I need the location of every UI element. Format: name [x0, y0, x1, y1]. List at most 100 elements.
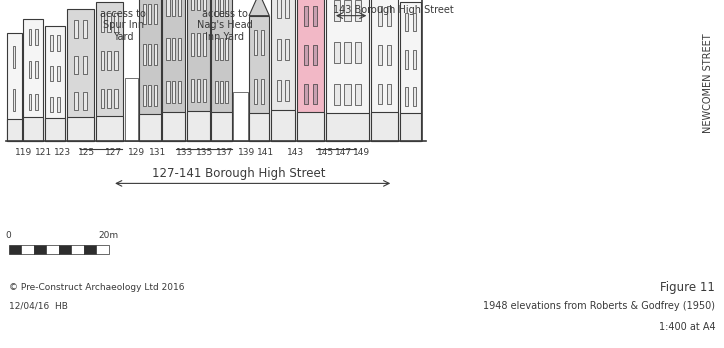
Bar [59, 245, 71, 254]
Bar [203, 0, 206, 10]
Bar [304, 85, 308, 104]
Bar [355, 84, 361, 105]
Bar [114, 13, 118, 32]
Bar [285, 80, 289, 101]
Bar [413, 13, 416, 31]
Bar [197, 79, 200, 102]
Bar [178, 81, 181, 103]
Bar [153, 85, 157, 106]
Text: NEWCOMEN STREET: NEWCOMEN STREET [703, 34, 713, 133]
Text: 135: 135 [195, 148, 213, 157]
Bar [35, 94, 38, 110]
Bar [304, 7, 308, 26]
Text: 119: 119 [14, 148, 32, 157]
Text: 141: 141 [257, 148, 274, 157]
Bar [215, 38, 218, 60]
Bar [191, 33, 194, 56]
Bar [326, 0, 369, 141]
Bar [225, 38, 228, 60]
Text: 129: 129 [127, 148, 145, 157]
Bar [83, 19, 87, 38]
Bar [413, 50, 416, 69]
Text: 1948 elevations from Roberts & Godfrey (1950): 1948 elevations from Roberts & Godfrey (… [484, 301, 715, 311]
Text: access to
Nag's Head
Inn Yard: access to Nag's Head Inn Yard [196, 9, 253, 42]
Text: 125: 125 [78, 148, 96, 157]
Bar [125, 78, 138, 141]
Text: 133: 133 [176, 148, 193, 157]
Bar [191, 79, 194, 102]
Bar [220, 38, 223, 60]
Bar [211, 0, 232, 141]
Bar [197, 33, 200, 56]
Bar [167, 81, 169, 103]
Bar [271, 0, 295, 141]
Bar [277, 0, 281, 18]
Bar [191, 0, 194, 10]
Text: 131: 131 [149, 148, 167, 157]
Bar [197, 0, 200, 10]
Bar [83, 245, 96, 254]
Bar [187, 0, 210, 141]
Bar [83, 56, 87, 74]
Bar [45, 118, 65, 141]
Bar [413, 87, 416, 106]
Bar [67, 117, 94, 141]
Bar [271, 110, 295, 141]
Bar [249, 16, 269, 141]
Bar [220, 0, 223, 16]
Bar [7, 119, 22, 141]
Bar [50, 96, 53, 112]
Text: 12/04/16  HB: 12/04/16 HB [9, 302, 67, 311]
Bar [387, 46, 391, 65]
Bar [277, 80, 281, 101]
Bar [14, 89, 15, 111]
Bar [57, 96, 60, 112]
Bar [7, 33, 22, 141]
Bar [172, 81, 175, 103]
Text: access to
Spur Inn
Yard: access to Spur Inn Yard [100, 9, 146, 42]
Bar [261, 79, 264, 104]
Bar [225, 81, 228, 103]
Bar [101, 51, 104, 70]
Bar [28, 29, 31, 45]
Bar [114, 51, 118, 70]
Bar [285, 0, 289, 18]
Bar [67, 9, 94, 141]
Bar [355, 0, 361, 21]
Bar [297, 112, 324, 141]
Bar [345, 84, 350, 105]
Bar [178, 0, 181, 16]
Bar [45, 26, 65, 141]
Text: 127-141 Borough High Street: 127-141 Borough High Street [152, 167, 326, 181]
Bar [96, 116, 123, 141]
Text: 123: 123 [54, 148, 71, 157]
Bar [172, 0, 175, 16]
Text: 143: 143 [287, 148, 304, 157]
Bar [23, 19, 43, 141]
Bar [57, 35, 60, 50]
Bar [378, 46, 382, 65]
Bar [96, 245, 109, 254]
Text: 137: 137 [216, 148, 233, 157]
Text: 121: 121 [35, 148, 52, 157]
Bar [74, 56, 77, 74]
Bar [220, 81, 223, 103]
Bar [172, 38, 175, 60]
Bar [334, 42, 340, 63]
Bar [254, 79, 257, 104]
Text: 147: 147 [334, 148, 352, 157]
Bar [233, 92, 248, 141]
Text: © Pre-Construct Archaeology Ltd 2016: © Pre-Construct Archaeology Ltd 2016 [9, 283, 184, 292]
Bar [215, 81, 218, 103]
Bar [57, 66, 60, 81]
Bar [387, 7, 391, 26]
Bar [313, 7, 317, 26]
Bar [162, 112, 185, 141]
Bar [101, 13, 104, 32]
Bar [71, 245, 83, 254]
Text: 0: 0 [6, 231, 12, 240]
Bar [400, 2, 421, 141]
Bar [114, 89, 118, 108]
Bar [107, 89, 111, 108]
Text: 145: 145 [316, 148, 334, 157]
